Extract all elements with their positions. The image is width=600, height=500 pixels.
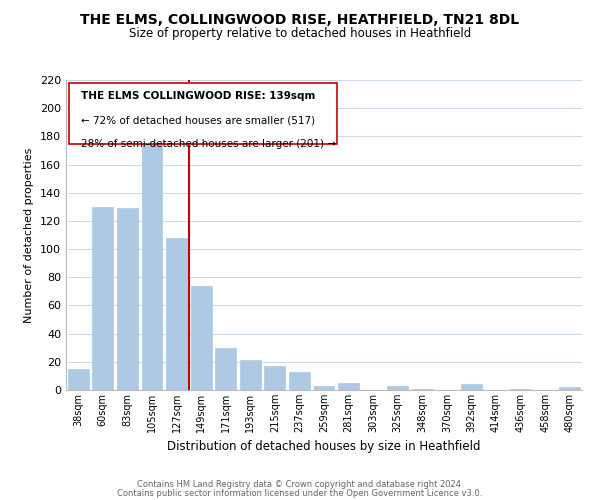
Bar [559, 387, 580, 390]
Text: THE ELMS, COLLINGWOOD RISE, HEATHFIELD, TN21 8DL: THE ELMS, COLLINGWOOD RISE, HEATHFIELD, … [80, 12, 520, 26]
Bar [92, 207, 113, 390]
Text: Size of property relative to detached houses in Heathfield: Size of property relative to detached ho… [129, 28, 471, 40]
Bar [338, 383, 359, 390]
Bar [461, 384, 482, 390]
X-axis label: Distribution of detached houses by size in Heathfield: Distribution of detached houses by size … [167, 440, 481, 454]
Bar [265, 366, 286, 390]
Bar [142, 135, 163, 390]
Bar [191, 286, 212, 390]
Bar [117, 208, 138, 390]
Bar [240, 360, 261, 390]
Bar [510, 388, 531, 390]
Bar [387, 386, 408, 390]
Bar [314, 386, 334, 390]
Text: Contains public sector information licensed under the Open Government Licence v3: Contains public sector information licen… [118, 488, 482, 498]
Bar [166, 238, 187, 390]
Bar [215, 348, 236, 390]
Y-axis label: Number of detached properties: Number of detached properties [25, 148, 34, 322]
Text: 28% of semi-detached houses are larger (201) →: 28% of semi-detached houses are larger (… [82, 139, 337, 149]
Text: ← 72% of detached houses are smaller (517): ← 72% of detached houses are smaller (51… [82, 116, 316, 126]
FancyBboxPatch shape [68, 83, 337, 144]
Text: Contains HM Land Registry data © Crown copyright and database right 2024.: Contains HM Land Registry data © Crown c… [137, 480, 463, 489]
Bar [289, 372, 310, 390]
Bar [412, 388, 433, 390]
Bar [68, 369, 89, 390]
Text: THE ELMS COLLINGWOOD RISE: 139sqm: THE ELMS COLLINGWOOD RISE: 139sqm [82, 91, 316, 101]
